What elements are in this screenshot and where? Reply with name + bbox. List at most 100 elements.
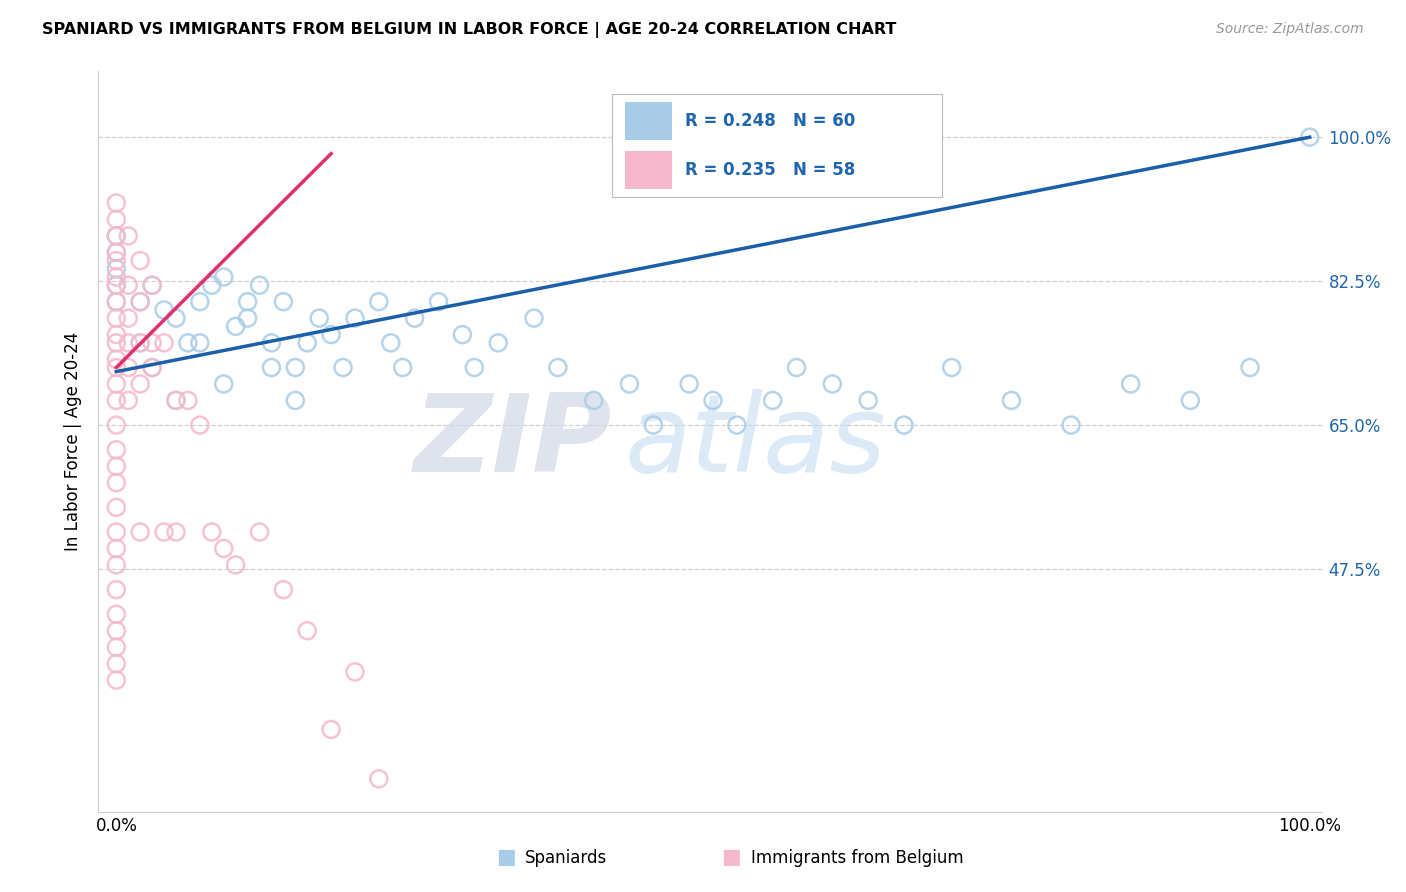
- Point: [1000, 393, 1022, 408]
- Point: [153, 302, 176, 317]
- Point: [343, 311, 366, 326]
- Point: [582, 393, 605, 408]
- Point: [105, 475, 128, 490]
- Point: [619, 376, 641, 391]
- Point: [273, 582, 295, 597]
- Point: [297, 335, 319, 350]
- Point: [308, 311, 330, 326]
- Point: [129, 335, 152, 350]
- Point: [105, 294, 128, 309]
- Text: atlas: atlas: [624, 389, 886, 494]
- Point: [105, 541, 128, 556]
- Point: [105, 270, 128, 285]
- Point: [284, 393, 307, 408]
- Point: [165, 393, 187, 408]
- Point: [117, 228, 139, 243]
- Point: [725, 418, 748, 433]
- Point: [188, 418, 211, 433]
- Point: [297, 624, 319, 638]
- Point: [321, 327, 343, 342]
- Point: [201, 278, 224, 293]
- Point: [332, 360, 354, 375]
- Point: [105, 376, 128, 391]
- Text: Source: ZipAtlas.com: Source: ZipAtlas.com: [1216, 22, 1364, 37]
- Point: [105, 657, 128, 671]
- Point: [762, 393, 785, 408]
- Text: Spaniards: Spaniards: [524, 849, 606, 867]
- Point: [105, 582, 128, 597]
- Point: [105, 253, 128, 268]
- Point: [236, 311, 259, 326]
- Point: [141, 360, 163, 375]
- Point: [105, 524, 128, 539]
- Text: ZIP: ZIP: [413, 389, 612, 494]
- Point: [105, 196, 128, 211]
- Point: [236, 294, 259, 309]
- Point: [212, 270, 235, 285]
- Point: [188, 294, 211, 309]
- Point: [105, 278, 128, 293]
- Point: [1180, 393, 1202, 408]
- Point: [702, 393, 724, 408]
- Point: [105, 228, 128, 243]
- Point: [404, 311, 426, 326]
- Point: [1299, 130, 1322, 145]
- Point: [129, 294, 152, 309]
- Point: [284, 360, 307, 375]
- Point: [260, 335, 283, 350]
- Point: [153, 524, 176, 539]
- Point: [105, 607, 128, 622]
- Point: [177, 393, 200, 408]
- Point: [105, 673, 128, 687]
- Point: [153, 335, 176, 350]
- Point: [786, 360, 808, 375]
- Point: [451, 327, 474, 342]
- Point: [129, 524, 152, 539]
- Point: [105, 558, 128, 572]
- Text: Immigrants from Belgium: Immigrants from Belgium: [751, 849, 963, 867]
- Text: SPANIARD VS IMMIGRANTS FROM BELGIUM IN LABOR FORCE | AGE 20-24 CORRELATION CHART: SPANIARD VS IMMIGRANTS FROM BELGIUM IN L…: [42, 22, 897, 38]
- Point: [201, 524, 224, 539]
- Point: [249, 278, 271, 293]
- Point: [212, 541, 235, 556]
- Point: [249, 524, 271, 539]
- Point: [105, 327, 128, 342]
- Point: [129, 376, 152, 391]
- Point: [105, 212, 128, 227]
- Point: [105, 640, 128, 655]
- Text: ■: ■: [721, 847, 741, 867]
- Point: [105, 261, 128, 276]
- Point: [141, 278, 163, 293]
- Point: [225, 319, 247, 334]
- Point: [486, 335, 509, 350]
- Point: [141, 335, 163, 350]
- Point: [343, 665, 366, 679]
- Point: [212, 376, 235, 391]
- Point: [188, 335, 211, 350]
- Point: [643, 418, 665, 433]
- Point: [117, 278, 139, 293]
- Point: [547, 360, 569, 375]
- Point: [117, 393, 139, 408]
- Point: [105, 352, 128, 367]
- Point: [1119, 376, 1142, 391]
- Point: [1060, 418, 1083, 433]
- Point: [941, 360, 963, 375]
- Point: [273, 294, 295, 309]
- Point: [105, 624, 128, 638]
- Point: [367, 294, 389, 309]
- Point: [427, 294, 450, 309]
- Point: [391, 360, 413, 375]
- Point: [105, 245, 128, 260]
- Point: [1239, 360, 1261, 375]
- Point: [141, 278, 163, 293]
- Point: [177, 335, 200, 350]
- Point: [225, 558, 247, 572]
- Point: [105, 245, 128, 260]
- Point: [893, 418, 915, 433]
- Point: [105, 393, 128, 408]
- Point: [129, 294, 152, 309]
- Point: [105, 360, 128, 375]
- Point: [105, 335, 128, 350]
- Point: [105, 418, 128, 433]
